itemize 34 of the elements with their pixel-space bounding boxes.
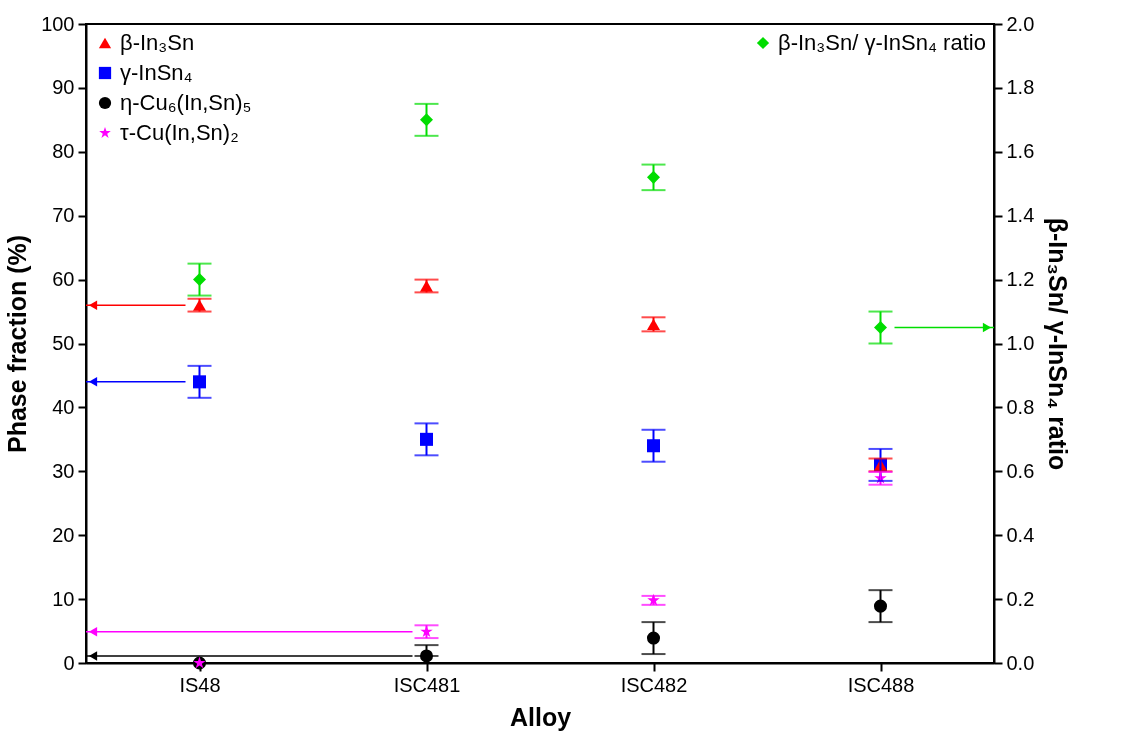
y2-tick-label: 1.2: [1006, 268, 1035, 291]
legend-label: β-In₃Sn: [120, 30, 195, 55]
y2-tick-label: 1.6: [1006, 140, 1035, 163]
y-tick-label: 100: [41, 12, 75, 35]
x-axis-title: Alloy: [509, 702, 572, 731]
y-tick-label: 20: [52, 523, 75, 546]
y-tick-label: 80: [52, 140, 75, 163]
y2-tick-label: 1.4: [1006, 204, 1035, 227]
y2-tick-label: 1.8: [1006, 76, 1035, 99]
y-tick-label: 90: [52, 76, 75, 99]
x-tick-label: ISC488: [847, 673, 915, 696]
y-tick-label: 40: [52, 395, 75, 418]
y2-tick-label: 1.0: [1006, 332, 1035, 354]
y-tick-label: 0: [63, 651, 75, 674]
legend-label: γ-InSn₄: [120, 60, 193, 85]
x-tick-label: IS48: [179, 673, 221, 696]
y2-axis-title: β-In₃Sn/ γ-InSn₄ ratio: [1044, 217, 1073, 471]
legend-label: τ-Cu(In,Sn)₂: [120, 120, 239, 145]
y2-tick-label: 0.4: [1006, 523, 1035, 546]
legend-label: η-Cu₆(In,Sn)₅: [120, 90, 252, 115]
y2-tick-label: 0.2: [1006, 587, 1035, 610]
y2-tick-label: 0.8: [1006, 395, 1035, 418]
x-tick-label: ISC482: [620, 673, 688, 696]
legend-label: β-In₃Sn/ γ-InSn₄ ratio: [778, 30, 986, 55]
x-tick-label: ISC481: [393, 673, 461, 696]
y-tick-label: 70: [52, 204, 75, 227]
y-tick-label: 60: [52, 268, 75, 291]
y2-tick-label: 2.0: [1006, 12, 1035, 35]
y-tick-label: 10: [52, 587, 75, 610]
y2-tick-label: 0.0: [1006, 651, 1035, 674]
y-axis-title: Phase fraction (%): [3, 234, 32, 454]
y-tick-label: 50: [52, 332, 75, 354]
y2-tick-label: 0.6: [1006, 459, 1035, 482]
y-tick-label: 30: [52, 459, 75, 482]
